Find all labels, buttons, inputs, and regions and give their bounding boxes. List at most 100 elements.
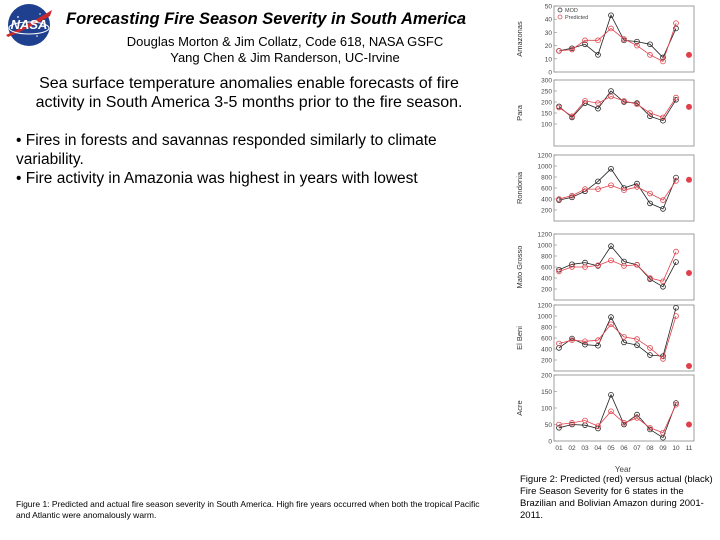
data-point [660,283,666,290]
data-point [621,339,627,346]
forecast-point [685,103,692,110]
intro-text: Sea surface temperature anomalies enable… [35,75,463,111]
data-point [569,421,575,428]
x-tick-label: 01 [555,445,563,452]
y-tick-label: 800 [541,325,552,332]
x-tick-label: 10 [672,445,680,452]
data-point [660,278,666,285]
y-tick-label: 10 [545,56,553,63]
data-point [556,421,562,428]
data-point [673,313,679,319]
y-tick-label: 400 [541,276,552,283]
y-tick-label: 200 [541,287,552,294]
data-point [634,342,640,348]
data-point [569,420,575,426]
bullet-item: • Fire activity in Amazonia was highest … [16,170,418,187]
x-tick-label: 08 [646,445,654,452]
data-point [582,417,588,424]
data-point [556,268,562,275]
data-point [595,342,601,349]
forecast-point [685,363,692,370]
y-tick-label: 200 [541,100,552,107]
x-tick-label: 07 [633,445,641,452]
data-point [621,263,627,269]
y-tick-label: 20 [545,43,553,50]
data-point [621,421,627,428]
y-tick-label: 0 [548,70,552,77]
series-line-predicted [558,96,677,118]
data-point [634,261,640,268]
series-line-predicted [558,180,677,201]
x-tick-label: 02 [568,445,576,452]
data-point [556,48,562,54]
data-point [582,341,588,348]
data-point [673,97,679,103]
data-point [647,41,653,48]
panel-label: Para [515,104,524,121]
series-line-observed [558,393,677,439]
panel-label: Amazonas [515,21,524,57]
data-point [660,356,666,362]
panel-amazonas: 0 10 20 30 40 50 Amazonas [515,4,695,77]
data-point [647,190,653,197]
panel-label: El Beni [515,326,524,350]
y-tick-label: 1200 [538,303,553,310]
x-tick-label: 05 [607,445,615,452]
legend-entry: Predicted [565,15,588,21]
legend-marker [557,7,563,13]
forecast-point [685,51,692,58]
data-point [608,93,614,100]
panel-el-beni: 200 400 600 800 1000 1200 El Beni [515,303,695,372]
y-tick-label: 1200 [538,232,553,239]
data-point [673,401,679,408]
series-line-observed [558,245,677,288]
series-line-observed [558,14,677,59]
data-point [621,334,627,340]
panel-para: 100 150 200 250 300 Para [515,78,695,147]
series-line-predicted [558,404,677,434]
bullet-list: • Fires in forests and savannas responde… [16,131,486,188]
data-point [608,314,614,320]
data-point [569,192,575,199]
data-point [556,345,562,351]
series-line-predicted [558,23,677,62]
panel-label: Mato Grosso [515,246,524,289]
data-point [582,98,588,104]
figure-2-caption: Figure 2: Predicted (red) versus actual … [520,474,713,521]
forecast-point [685,421,692,428]
panel-acre: 0 50 100 150 200 Acre [515,373,695,446]
forecast-point [685,270,692,277]
data-point [647,345,653,351]
series-line-observed [558,168,677,210]
data-point [660,429,666,436]
data-point [647,110,653,116]
y-tick-label: 1000 [538,314,553,321]
data-point [608,165,614,172]
y-tick-label: 100 [541,122,552,129]
nasa-logo-text: NASA [11,17,48,32]
data-point [582,37,588,44]
data-point [660,197,666,203]
data-point [595,52,601,58]
y-tick-label: 800 [541,254,552,261]
data-point [595,262,601,269]
data-point [647,424,653,431]
y-tick-label: 1000 [538,243,553,250]
authors-line-2: Yang Chen & Jim Randerson, UC-Irvine [170,50,400,65]
panel-rondonia: 200 400 600 800 1000 1200 Rondonia [515,153,695,222]
panel-label: Rondonia [515,171,524,204]
y-tick-label: 50 [545,422,553,429]
y-tick-label: 150 [541,389,552,396]
y-tick-label: 800 [541,175,552,182]
data-point [595,423,601,429]
data-point [569,194,575,201]
y-tick-label: 0 [548,439,552,446]
data-point [608,391,614,398]
series-line-predicted [558,315,677,360]
data-point [569,335,575,342]
data-point [673,25,679,32]
data-point [608,408,614,415]
data-point [556,340,562,347]
x-tick-label: 03 [581,445,589,452]
